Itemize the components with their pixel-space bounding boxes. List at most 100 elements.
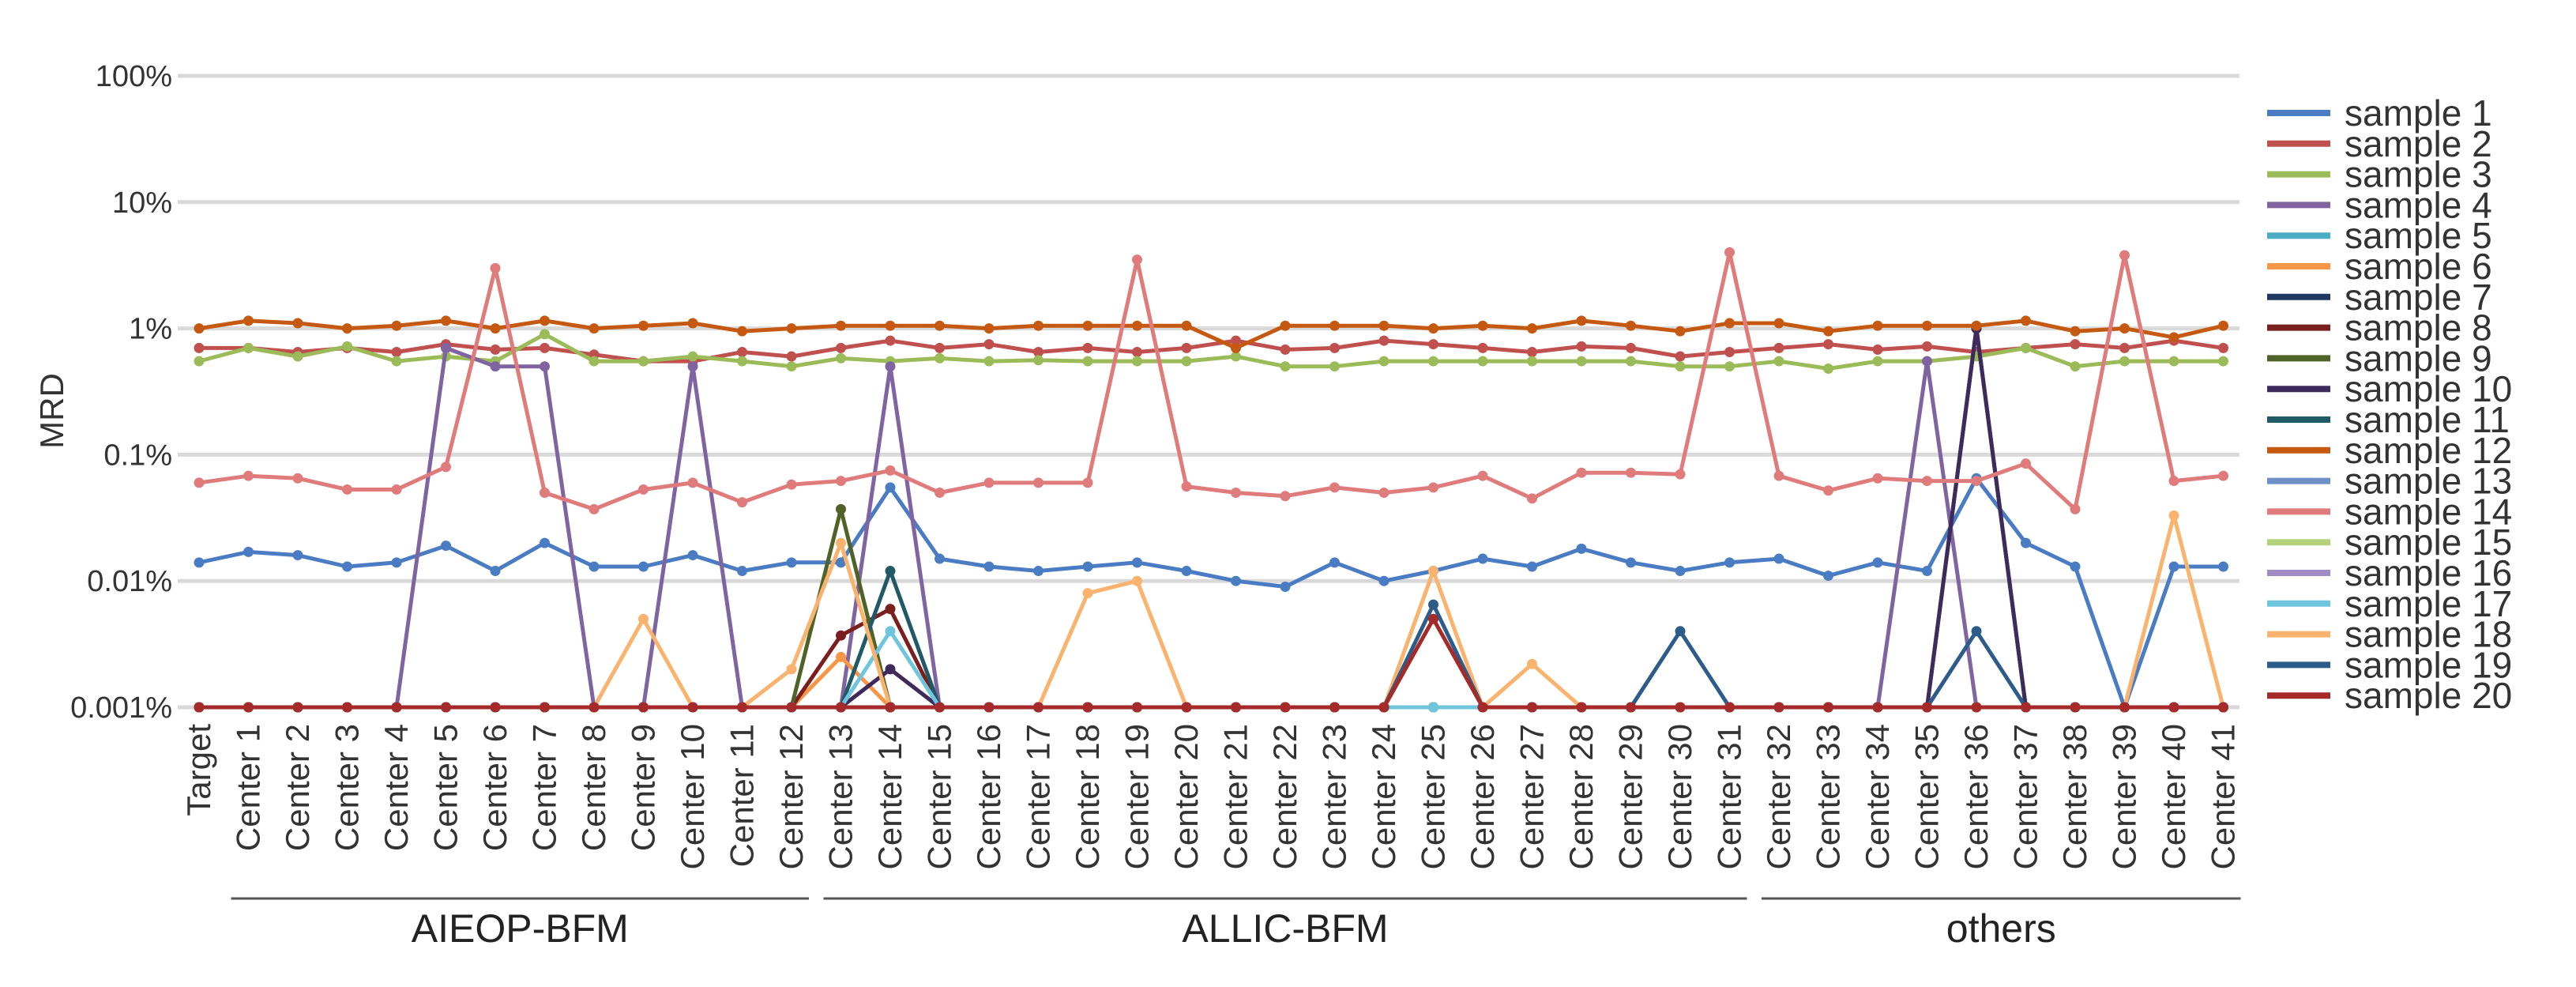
- data-point: [342, 561, 352, 572]
- data-point: [1378, 356, 1390, 367]
- data-point: [638, 702, 649, 713]
- legend-label: sample 17: [2345, 583, 2512, 624]
- data-point: [391, 484, 402, 495]
- series-line: [199, 607, 2224, 710]
- data-point: [836, 320, 846, 331]
- data-point: [1477, 320, 1488, 331]
- x-tick-label: Center 10: [674, 724, 711, 869]
- data-point: [292, 473, 303, 484]
- data-point: [638, 613, 649, 624]
- data-point: [1724, 702, 1735, 713]
- data-point: [1280, 491, 1291, 502]
- data-point: [292, 550, 303, 561]
- data-point: [1576, 356, 1587, 367]
- data-point: [441, 342, 451, 353]
- data-point: [589, 323, 600, 334]
- data-point: [1675, 326, 1686, 337]
- data-point: [2070, 326, 2081, 337]
- data-point: [935, 342, 945, 353]
- data-point: [194, 702, 205, 713]
- data-point: [1082, 342, 1093, 353]
- data-point: [1675, 361, 1686, 372]
- data-point: [342, 702, 352, 713]
- data-point: [1231, 575, 1241, 586]
- data-point: [1132, 320, 1142, 331]
- data-point: [983, 561, 995, 572]
- data-point: [687, 477, 698, 488]
- data-point: [342, 323, 352, 334]
- data-point: [391, 557, 402, 568]
- data-point: [292, 318, 303, 329]
- x-tick-label: Center 3: [329, 724, 366, 851]
- data-point: [243, 315, 254, 326]
- legend-label: sample 13: [2345, 461, 2512, 502]
- data-point: [1132, 254, 1142, 266]
- data-point: [2168, 510, 2179, 521]
- data-point: [441, 315, 451, 326]
- legend-label: sample 16: [2345, 552, 2512, 593]
- data-point: [490, 361, 501, 372]
- y-tick-label: 1%: [129, 313, 172, 346]
- series-12: [194, 315, 2228, 353]
- data-point: [1181, 320, 1192, 331]
- legend-label: sample 9: [2345, 337, 2492, 379]
- data-point: [2021, 702, 2031, 713]
- series-3: [194, 329, 2228, 375]
- data-point: [2168, 561, 2179, 572]
- data-point: [1033, 320, 1044, 331]
- data-point: [737, 702, 747, 713]
- data-point: [1527, 658, 1537, 669]
- data-point: [885, 361, 896, 372]
- data-point: [1428, 339, 1438, 350]
- data-point: [687, 361, 698, 372]
- group-label: AIEOP-BFM: [412, 906, 629, 951]
- data-point: [638, 320, 649, 331]
- data-point: [836, 352, 846, 364]
- data-point: [983, 323, 995, 334]
- data-point: [1971, 702, 1982, 713]
- legend-label: sample 18: [2345, 614, 2512, 655]
- data-point: [1576, 467, 1587, 478]
- data-point: [836, 342, 846, 353]
- data-point: [2168, 476, 2179, 487]
- data-point: [194, 557, 205, 568]
- data-point: [786, 351, 797, 362]
- x-tick-label: Center 35: [1908, 724, 1946, 869]
- x-tick-label: Target: [180, 724, 217, 816]
- data-point: [1231, 335, 1241, 346]
- data-point: [1378, 335, 1390, 346]
- data-point: [1872, 557, 1883, 568]
- data-point: [1280, 344, 1291, 355]
- data-point: [885, 465, 896, 476]
- series-line: [198, 318, 2224, 350]
- data-point: [836, 702, 846, 713]
- legend-label: sample 1: [2345, 92, 2492, 134]
- data-point: [1971, 626, 1982, 637]
- data-point: [1477, 342, 1488, 353]
- data-point: [1082, 588, 1093, 599]
- data-point: [2119, 323, 2130, 334]
- data-point: [540, 315, 550, 326]
- data-point: [2021, 315, 2031, 326]
- data-point: [1773, 342, 1784, 353]
- x-tick-label: Center 34: [1859, 724, 1896, 869]
- data-point: [786, 361, 797, 372]
- data-point: [243, 470, 254, 481]
- data-point: [441, 702, 451, 713]
- data-point: [589, 356, 600, 367]
- data-point: [1428, 599, 1438, 610]
- data-point: [1675, 702, 1686, 713]
- data-point: [1675, 566, 1686, 577]
- data-point: [1280, 361, 1291, 372]
- data-point: [589, 702, 600, 713]
- data-point: [2119, 250, 2130, 261]
- data-point: [983, 356, 995, 367]
- x-tick-label: Center 20: [1168, 724, 1205, 869]
- data-point: [836, 476, 846, 487]
- data-point: [1724, 361, 1735, 372]
- series-11: [194, 566, 2228, 713]
- x-tick-label: Center 1: [230, 724, 267, 851]
- data-point: [1773, 553, 1784, 564]
- data-point: [1132, 557, 1142, 568]
